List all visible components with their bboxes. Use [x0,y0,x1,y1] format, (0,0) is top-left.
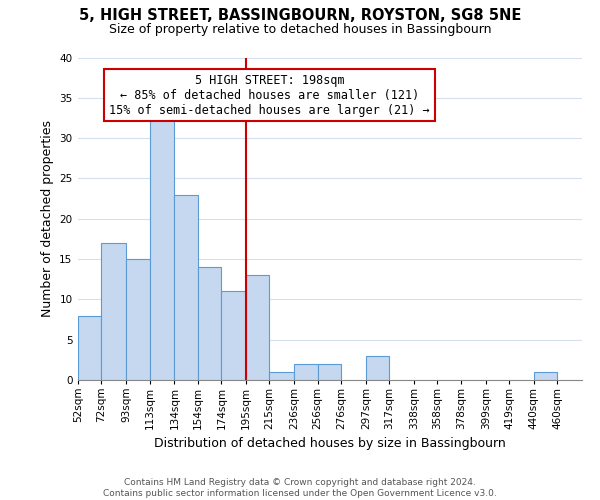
X-axis label: Distribution of detached houses by size in Bassingbourn: Distribution of detached houses by size … [154,438,506,450]
Y-axis label: Number of detached properties: Number of detached properties [41,120,53,318]
Bar [534,372,557,380]
Bar [246,275,269,380]
Bar [101,243,126,380]
Text: Size of property relative to detached houses in Bassingbourn: Size of property relative to detached ho… [109,22,491,36]
Bar [198,267,221,380]
Bar [317,364,341,380]
Bar [78,316,101,380]
Text: 5, HIGH STREET, BASSINGBOURN, ROYSTON, SG8 5NE: 5, HIGH STREET, BASSINGBOURN, ROYSTON, S… [79,8,521,22]
Bar [149,114,175,380]
Bar [221,292,246,380]
Bar [269,372,294,380]
Bar [175,194,198,380]
Text: 5 HIGH STREET: 198sqm
← 85% of detached houses are smaller (121)
15% of semi-det: 5 HIGH STREET: 198sqm ← 85% of detached … [109,74,430,116]
Bar [366,356,389,380]
Text: Contains HM Land Registry data © Crown copyright and database right 2024.
Contai: Contains HM Land Registry data © Crown c… [103,478,497,498]
Bar [294,364,317,380]
Bar [126,259,149,380]
